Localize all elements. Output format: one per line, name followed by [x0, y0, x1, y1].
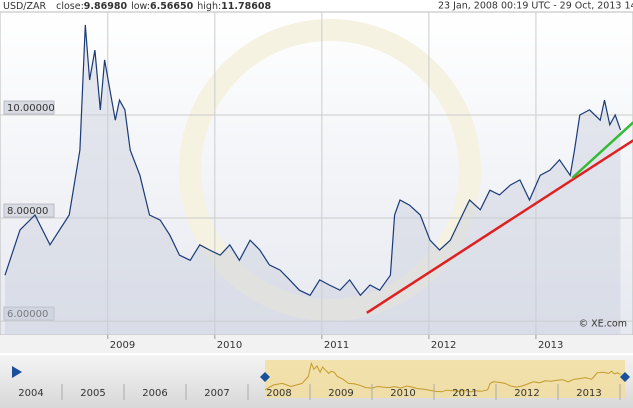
nav-year: 2011 — [452, 388, 477, 399]
x-tick-label: 2009 — [110, 340, 135, 351]
trend-line — [366, 139, 633, 314]
x-tick-label: 2012 — [431, 340, 456, 351]
nav-arrow[interactable] — [12, 366, 22, 378]
y-tick-box — [3, 203, 55, 218]
x-tick-label: 2013 — [538, 340, 563, 351]
x-axis-bg — [0, 335, 633, 353]
nav-year: 2013 — [576, 388, 601, 399]
nav-year: 2009 — [328, 388, 353, 399]
x-tick-label: 2011 — [324, 340, 349, 351]
nav-year: 2005 — [80, 388, 105, 399]
nav-line — [264, 361, 621, 393]
y-tick-label: 10.00000 — [7, 103, 55, 114]
nav-window — [265, 360, 625, 398]
nav-handle[interactable] — [620, 372, 630, 382]
y-tick-label: 6.00000 — [7, 309, 48, 320]
stat-value: 9.86980 — [84, 1, 128, 12]
nav-year: 2008 — [266, 388, 291, 399]
stat-value: 6.56650 — [150, 1, 194, 12]
watermark — [179, 19, 481, 321]
pair-name: USD/ZAR — [3, 1, 47, 12]
copyright: © XE.com — [579, 319, 627, 330]
pair: USD/ZAR close:9.86980 low:6.56650 high:11.7… — [3, 1, 271, 12]
series-line — [4, 24, 622, 297]
y-tick-box — [3, 100, 55, 115]
stat-label: low: — [131, 1, 150, 12]
y-tick-label: 8.00000 — [7, 206, 48, 217]
date-range: 23 Jan, 2008 00:19 UTC - 29 Oct, 2013 14… — [438, 1, 633, 12]
nav-year: 2012 — [514, 388, 539, 399]
nav-year: 2007 — [204, 388, 229, 399]
stat-value: 11.78608 — [221, 1, 271, 12]
y-tick-box — [3, 306, 55, 321]
x-tick-label: 2010 — [217, 340, 242, 351]
nav-year: 2006 — [142, 388, 167, 399]
header: USD/ZAR close:9.86980 low:6.56650 high:11.7… — [3, 1, 633, 12]
series-area — [5, 24, 621, 336]
stat-label: high: — [197, 1, 221, 12]
nav-year: 2004 — [18, 388, 43, 399]
nav-year: 2010 — [390, 388, 415, 399]
nav-handle[interactable] — [260, 372, 270, 382]
stat-label: close: — [56, 1, 84, 12]
trend-line — [571, 121, 633, 179]
